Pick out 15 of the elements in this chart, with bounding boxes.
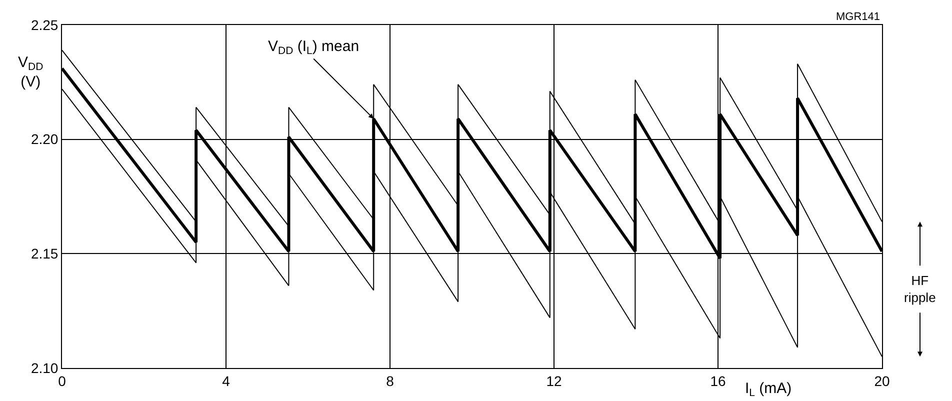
x-tick-label: 16	[710, 372, 726, 389]
x-tick-label: 8	[386, 372, 394, 389]
x-axis-title: I$_{L}$ (mA)	[745, 380, 792, 400]
text: MGR141	[836, 11, 880, 23]
x-tick-label: 20	[874, 372, 890, 389]
y-tick-label: 2.10	[30, 360, 58, 376]
x-tick-label: 0	[58, 372, 66, 389]
x-tick-label: 4	[222, 372, 230, 389]
annotation: V$_{DD}$ (I$_{L}$) mean	[268, 38, 360, 58]
y-tick-label: 2.25	[30, 16, 58, 33]
y-tick-label: 2.15	[30, 246, 58, 262]
x-tick-label: 12	[546, 372, 562, 389]
text: HF ripple	[904, 273, 936, 305]
y-axis-title: V$_{DD}$ (V)	[18, 54, 44, 90]
y-tick-label: 2.20	[30, 131, 58, 148]
